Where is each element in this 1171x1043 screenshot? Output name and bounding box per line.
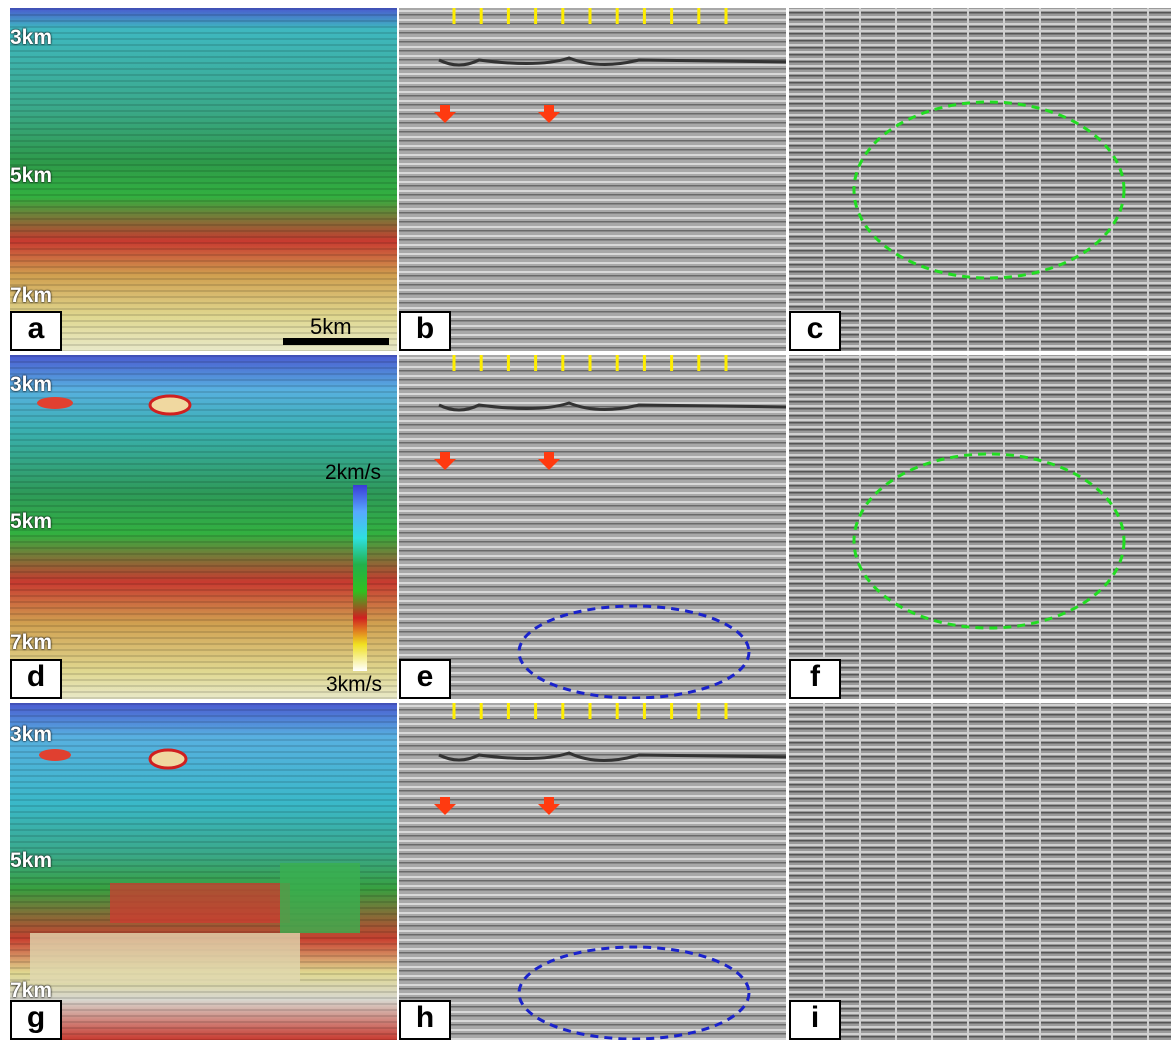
red-arrows — [434, 105, 560, 123]
red-arrow — [538, 105, 560, 123]
panel-c: c — [789, 8, 1171, 351]
panel-b: b — [399, 8, 786, 351]
green-dashed-ellipse — [852, 100, 1126, 280]
panel-g: 3km 5km 7km g — [10, 703, 397, 1040]
velocity-model-image — [10, 8, 397, 351]
depth-label-3km: 3km — [10, 723, 53, 746]
seismic-image — [399, 703, 786, 1040]
depth-label-5km: 5km — [10, 164, 53, 187]
panel-label-i: i — [789, 1000, 841, 1040]
velocity-model-image — [10, 355, 397, 699]
red-arrow — [538, 797, 560, 815]
colorbar — [353, 485, 367, 671]
scale-bar-label: 5km — [310, 314, 352, 339]
yellow-ticks — [452, 8, 728, 24]
panel-d: 3km 5km 7km 2km/s 3km/s d — [10, 355, 397, 699]
depth-label-7km: 7km — [10, 284, 53, 307]
seismic-image — [399, 355, 786, 699]
depth-label-7km: 7km — [10, 979, 53, 1002]
red-arrow — [434, 797, 456, 815]
red-arrow — [538, 452, 560, 470]
panel-i: i — [789, 703, 1171, 1040]
scale-bar — [283, 338, 389, 345]
yellow-ticks — [452, 703, 728, 719]
panel-label-b: b — [399, 311, 451, 351]
red-arrows — [434, 452, 560, 470]
red-arrow — [434, 105, 456, 123]
gather-image — [789, 8, 1171, 351]
panel-label-a: a — [10, 311, 62, 351]
panel-label-h: h — [399, 1000, 451, 1040]
depth-label-5km: 5km — [10, 510, 53, 533]
panel-e: e — [399, 355, 786, 699]
depth-label-3km: 3km — [10, 373, 53, 396]
velocity-model-image — [10, 703, 397, 1040]
gather-image — [789, 703, 1171, 1040]
red-arrows — [434, 797, 560, 815]
panel-label-e: e — [399, 659, 451, 699]
colorbar-bottom-label: 3km/s — [326, 673, 383, 696]
seismic-image — [399, 8, 786, 351]
panel-label-f: f — [789, 659, 841, 699]
panel-label-g: g — [10, 1000, 62, 1040]
panel-label-d: d — [10, 659, 62, 699]
yellow-ticks — [452, 355, 728, 371]
red-arrow — [434, 452, 456, 470]
panel-h: h — [399, 703, 786, 1040]
depth-label-7km: 7km — [10, 631, 53, 654]
colorbar-top-label: 2km/s — [325, 461, 382, 484]
panel-a: 3km 5km 7km 5km a — [10, 8, 397, 351]
green-dashed-ellipse — [852, 452, 1126, 630]
panel-label-c: c — [789, 311, 841, 351]
blue-dashed-ellipse — [517, 604, 751, 699]
depth-label-3km: 3km — [10, 26, 53, 49]
gather-image — [789, 355, 1171, 699]
panel-f: f — [789, 355, 1171, 699]
depth-label-5km: 5km — [10, 849, 53, 872]
blue-dashed-ellipse — [517, 945, 751, 1040]
